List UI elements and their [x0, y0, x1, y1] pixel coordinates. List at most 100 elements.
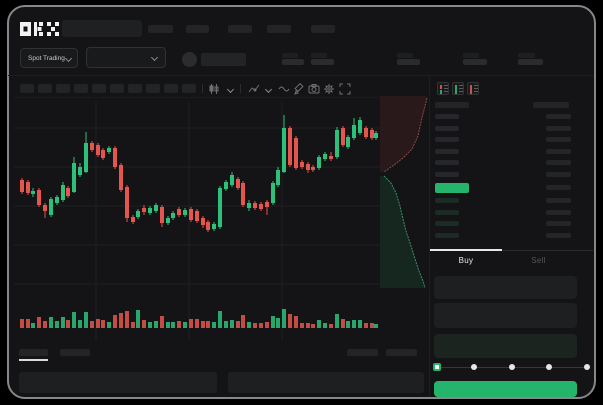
candle	[183, 210, 187, 215]
buy-submit-button[interactable]	[434, 381, 577, 397]
orderbook-row[interactable]	[430, 197, 593, 206]
amount-bar	[546, 148, 571, 154]
tab-buy[interactable]: Buy	[458, 256, 474, 265]
volume-bar	[101, 320, 105, 328]
okx-logo	[20, 22, 59, 36]
orders-panel	[19, 372, 217, 393]
nav-item[interactable]	[311, 25, 335, 33]
wave-icon[interactable]	[278, 83, 290, 95]
candle	[113, 148, 117, 167]
timeframe-button[interactable]	[182, 84, 196, 93]
volume-bar	[212, 322, 216, 328]
tab-sell[interactable]: Sell	[531, 256, 546, 265]
last-price-badge[interactable]	[435, 183, 469, 193]
orderbook-row[interactable]	[430, 125, 593, 134]
candle	[212, 224, 216, 229]
nav-item[interactable]	[148, 25, 173, 33]
orderbook-row[interactable]	[430, 113, 593, 122]
bottom-action-bar[interactable]	[386, 349, 417, 356]
price-bar	[435, 209, 459, 215]
timeframe-button[interactable]	[20, 84, 34, 93]
candle	[154, 205, 158, 211]
slider-step-dot[interactable]	[471, 364, 477, 370]
stat-label-bar	[518, 53, 535, 58]
orderbook-row[interactable]	[430, 159, 593, 168]
timeframe-button[interactable]	[128, 84, 142, 93]
bottom-tab[interactable]	[60, 349, 90, 356]
volume-bar	[329, 324, 333, 328]
orderbook-bids-view-icon[interactable]	[452, 82, 464, 95]
chart-type-candles-icon[interactable]	[208, 83, 220, 95]
timeframe-button[interactable]	[38, 84, 52, 93]
volume-bar	[166, 322, 170, 328]
candle	[352, 125, 356, 138]
bottom-action-bar[interactable]	[347, 349, 378, 356]
candle	[358, 120, 362, 133]
nav-item[interactable]	[267, 25, 291, 33]
settings-gear-icon[interactable]	[323, 83, 335, 95]
slider-step-dot[interactable]	[509, 364, 515, 370]
timeframe-button[interactable]	[164, 84, 178, 93]
timeframe-button[interactable]	[146, 84, 160, 93]
slider-handle[interactable]	[433, 363, 441, 371]
candle	[300, 162, 304, 167]
candle	[78, 167, 82, 175]
candle	[101, 150, 105, 158]
candle	[37, 190, 41, 205]
total-input[interactable]	[434, 334, 577, 358]
candle	[177, 209, 181, 215]
orderbook-row[interactable]	[430, 148, 593, 157]
candle	[131, 217, 135, 222]
candle	[224, 182, 228, 189]
candle	[306, 164, 310, 170]
slider-step-dot[interactable]	[546, 364, 552, 370]
price-input[interactable]	[434, 276, 577, 299]
trading-mode-selector[interactable]: Spot Trading	[20, 48, 78, 68]
volume-bar	[142, 320, 146, 328]
timeframe-button[interactable]	[56, 84, 70, 93]
global-search-input[interactable]	[62, 20, 142, 37]
slider-step-dot[interactable]	[584, 364, 590, 370]
timeframe-button[interactable]	[74, 84, 88, 93]
pair-selector[interactable]	[86, 47, 166, 68]
draw-pencil-icon[interactable]	[293, 83, 305, 95]
volume-bar	[20, 319, 24, 328]
fullscreen-icon[interactable]	[339, 83, 351, 95]
orderbook-row[interactable]	[430, 232, 593, 241]
chevron-down-icon	[64, 54, 73, 63]
price-bar	[435, 137, 459, 142]
amount-input[interactable]	[434, 303, 577, 328]
timeframe-button[interactable]	[92, 84, 106, 93]
orderbook-asks-view-icon[interactable]	[467, 82, 479, 95]
volume-bar	[374, 324, 378, 328]
price-bar	[435, 171, 459, 177]
nav-item[interactable]	[228, 25, 252, 33]
volume-bar	[43, 321, 47, 328]
bottom-tab-underline	[19, 359, 48, 361]
volume-bar	[300, 323, 304, 328]
chevron-down-icon	[150, 53, 159, 62]
candlestick-chart[interactable]	[10, 100, 386, 346]
active-tab-indicator	[430, 249, 502, 251]
volume-bar	[125, 311, 129, 328]
orderbook-row[interactable]	[430, 220, 593, 229]
camera-icon[interactable]	[308, 83, 320, 95]
volume-bar	[236, 321, 240, 328]
orderbook-combined-view-icon[interactable]	[437, 82, 449, 95]
volume-bar	[253, 323, 257, 328]
orderbook-row[interactable]	[430, 136, 593, 145]
amount-bar	[546, 171, 571, 177]
indicator-fx-icon[interactable]	[248, 83, 260, 95]
history-panel	[228, 372, 424, 393]
candle	[195, 211, 199, 221]
orderbook-row[interactable]	[430, 171, 593, 180]
orderbook-amount-bar	[546, 185, 571, 190]
volume-bar	[311, 324, 315, 328]
orderbook-row[interactable]	[430, 209, 593, 218]
nav-item[interactable]	[186, 25, 209, 33]
volume-bar	[282, 309, 286, 328]
volume-bar	[107, 322, 111, 328]
timeframe-button[interactable]	[110, 84, 124, 93]
bottom-tab-active[interactable]	[19, 349, 48, 356]
